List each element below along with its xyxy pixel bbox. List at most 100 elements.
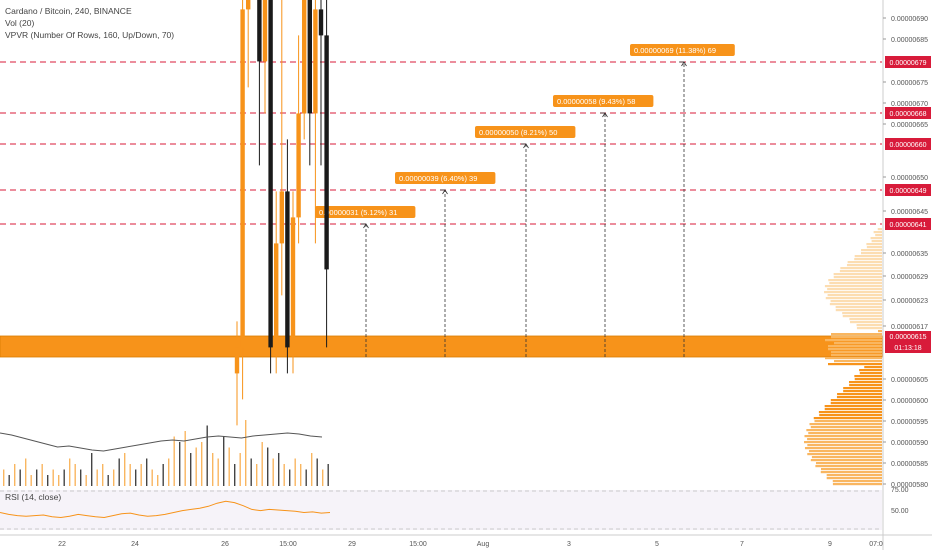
time-tick-label: 29 [348, 541, 356, 548]
price-tick-label: 0.00000635 [891, 251, 928, 258]
volume-bar [85, 475, 87, 486]
vpvr-bar [834, 360, 882, 363]
vpvr-bar [849, 384, 882, 387]
vpvr-bar [806, 429, 882, 432]
vpvr-bar [834, 342, 882, 345]
projection-arrow [363, 223, 369, 229]
volume-bar [91, 453, 93, 486]
time-tick-label: 07:0 [869, 541, 883, 548]
volume-bar [135, 469, 137, 486]
volume-bar [96, 469, 98, 486]
time-tick-label: Aug [477, 541, 490, 548]
candle-body [302, 0, 307, 114]
projection-label-box [315, 206, 416, 218]
vpvr-bar [842, 315, 882, 318]
vpvr-bar [847, 261, 882, 264]
candle-body [246, 0, 251, 10]
projection-label: 0.00000050 (8.21%) 50 [479, 128, 557, 137]
chart-legend: Cardano / Bitcoin, 240, BINANCE Vol (20)… [5, 5, 174, 41]
vpvr-bar [850, 321, 882, 324]
volume-bar [245, 420, 247, 486]
volume-bar [69, 458, 71, 486]
vpvr-bar [832, 483, 882, 486]
vpvr-bar [830, 399, 882, 402]
volume-bar [239, 453, 241, 486]
vpvr-bar [854, 258, 882, 261]
time-tick-label: 5 [655, 541, 659, 548]
candle-body [290, 217, 296, 348]
vpvr-bar [820, 471, 882, 474]
vpvr-bar [824, 408, 882, 411]
vpvr-bar [828, 363, 882, 366]
vpvr-bar [854, 375, 882, 378]
candle-body [257, 0, 262, 62]
vpvr-indicator-label[interactable]: VPVR (Number Of Rows, 160, Up/Down, 70) [5, 30, 175, 40]
volume-bar [47, 475, 49, 486]
target-price-tag [885, 218, 931, 230]
rsi-pane [0, 490, 882, 530]
candle-body [318, 9, 324, 36]
projection-label-box [553, 95, 654, 107]
projection-arrow [523, 143, 529, 149]
price-tick-label: 0.00000585 [891, 461, 928, 468]
volume-bar [25, 458, 27, 486]
volume-bar [58, 475, 60, 486]
vpvr-bar [854, 255, 882, 258]
vpvr-bar [849, 318, 882, 321]
volume-bar [305, 469, 307, 486]
vpvr-bar [835, 306, 882, 309]
volume-bar [30, 475, 32, 486]
candle-body [296, 113, 301, 218]
price-tick-label: 0.00000629 [891, 274, 928, 281]
vpvr-bar [848, 381, 882, 384]
vpvr-bar [829, 303, 882, 306]
vpvr-bar [830, 300, 882, 303]
vpvr-bar [828, 345, 882, 348]
candle-body [307, 0, 312, 114]
volume-bar [217, 458, 219, 486]
time-tick-label: 3 [567, 541, 571, 548]
volume-indicator-label[interactable]: Vol (20) [5, 18, 35, 28]
countdown-tag [885, 342, 931, 353]
rsi-indicator-label[interactable]: RSI (14, close) [5, 492, 62, 502]
volume-bar [322, 469, 324, 486]
projection-label: 0.00000031 (5.12%) 31 [319, 208, 397, 217]
volume-bar [52, 469, 54, 486]
projection-label: 0.00000058 (9.43%) 58 [557, 97, 635, 106]
vpvr-bar [866, 246, 882, 249]
vpvr-bar [819, 414, 882, 417]
price-tick-label: 0.00000675 [891, 80, 928, 87]
volume-bar [311, 453, 313, 486]
vpvr-bar [836, 396, 882, 399]
volume-bar [300, 464, 302, 486]
target-price-tag [885, 138, 931, 150]
volume-bar [206, 425, 208, 486]
volume-bar [113, 469, 115, 486]
symbol-title[interactable]: Cardano / Bitcoin, 240, BINANCE [5, 6, 132, 16]
volume-bar [327, 464, 329, 486]
volume-bar [41, 464, 43, 486]
vpvr-bar [871, 240, 882, 243]
vpvr-bar [860, 252, 882, 255]
volume-ma-line [0, 432, 323, 452]
vpvr-bar [831, 351, 882, 354]
price-tick-label: 0.00000665 [891, 122, 928, 129]
projection-label-box [630, 44, 735, 56]
vpvr-bar [831, 333, 882, 336]
volume-bar [223, 436, 225, 486]
vpvr-bar [828, 279, 882, 282]
price-tick-label: 0.00000600 [891, 398, 928, 405]
vpvr-bar [826, 474, 882, 477]
volume-bar [168, 458, 170, 486]
volume-bar [162, 464, 164, 486]
vpvr-bar [864, 366, 882, 369]
vpvr-bar [831, 336, 882, 339]
vpvr-bar [866, 243, 882, 246]
vpvr-bar [810, 426, 882, 429]
vpvr-bar [878, 330, 882, 333]
time-tick-label: 15:00 [409, 541, 427, 548]
vpvr-bar [877, 228, 882, 231]
time-tick-label: 24 [131, 541, 139, 548]
vpvr-bar [827, 288, 882, 291]
vpvr-bar [824, 291, 882, 294]
